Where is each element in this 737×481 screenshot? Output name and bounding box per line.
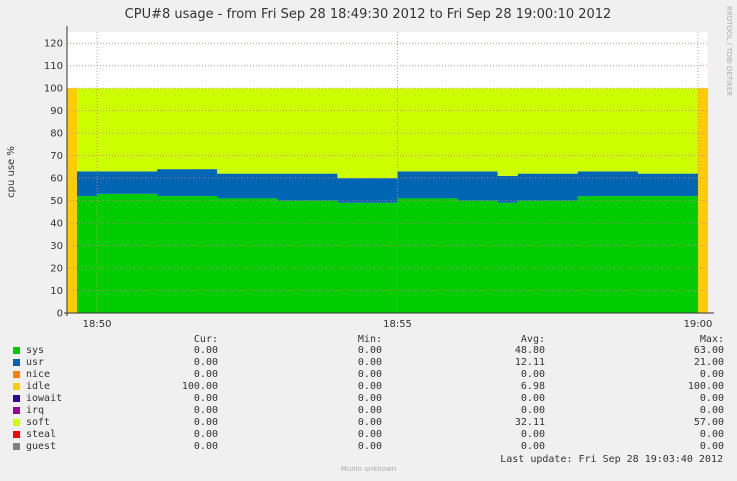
legend-value-max: 21.00	[693, 357, 724, 368]
legend-header-avg: Avg:	[520, 334, 545, 345]
y-tick-label: 20	[50, 264, 63, 275]
legend-value-min: 0.00	[357, 417, 382, 428]
y-axis-label: cpu use %	[6, 146, 17, 198]
y-tick-label: 90	[50, 106, 63, 117]
legend-header-cur: Cur:	[193, 334, 218, 345]
y-tick-label: 70	[50, 151, 63, 162]
legend-row-steal: steal 0.00 0.00 0.00 0.00	[0, 429, 737, 441]
legend-value-avg: 32.11	[514, 417, 545, 428]
legend-series-name: usr	[26, 357, 45, 368]
legend-value-avg: 0.00	[520, 393, 545, 404]
legend-swatch	[13, 407, 20, 414]
legend-value-avg: 48.80	[514, 345, 545, 356]
legend-value-min: 0.00	[357, 369, 382, 380]
y-tick-label: 60	[50, 174, 63, 185]
legend-value-max: 0.00	[699, 393, 724, 404]
legend-value-cur: 100.00	[181, 381, 218, 392]
y-tick-labels: 0 10 20 30 40 50 60 70 80 90 100 110 120	[44, 39, 63, 320]
legend-value-avg: 0.00	[520, 405, 545, 416]
area-usr	[67, 169, 708, 313]
y-tick-label: 120	[44, 39, 63, 50]
legend-value-avg: 0.00	[520, 441, 545, 452]
legend-value-cur: 0.00	[193, 369, 218, 380]
legend-row-sys: sys 0.00 0.00 48.80 63.00	[0, 345, 737, 357]
legend-value-avg: 0.00	[520, 429, 545, 440]
legend-header-min: Min:	[357, 334, 382, 345]
legend-value-min: 0.00	[357, 429, 382, 440]
legend-swatch	[13, 371, 20, 378]
legend-swatch	[13, 347, 20, 354]
legend-swatch	[13, 419, 20, 426]
legend-value-min: 0.00	[357, 357, 382, 368]
legend-row-usr: usr 0.00 0.00 12.11 21.00	[0, 357, 737, 369]
legend-value-avg: 6.98	[520, 381, 545, 392]
legend-value-avg: 0.00	[520, 369, 545, 380]
y-tick-label: 80	[50, 129, 63, 140]
legend-series-name: nice	[26, 369, 51, 380]
legend-series-name: guest	[26, 441, 57, 452]
legend-value-cur: 0.00	[193, 357, 218, 368]
legend-value-cur: 0.00	[193, 405, 218, 416]
y-tick-label: 40	[50, 219, 63, 230]
legend-value-cur: 0.00	[193, 393, 218, 404]
legend-series-name: irq	[26, 405, 45, 416]
y-tick-label: 100	[44, 84, 63, 95]
legend-value-min: 0.00	[357, 441, 382, 452]
legend-swatch	[13, 443, 20, 450]
legend-value-cur: 0.00	[193, 417, 218, 428]
chart-title: CPU#8 usage - from Fri Sep 28 18:49:30 2…	[125, 7, 612, 22]
y-tick-label: 50	[50, 196, 63, 207]
legend-value-min: 0.00	[357, 405, 382, 416]
x-tick-label: 18:55	[383, 319, 412, 330]
y-tick-label: 10	[50, 286, 63, 297]
legend-series-name: iowait	[26, 393, 63, 404]
legend-value-max: 0.00	[699, 429, 724, 440]
y-tick-label: 30	[50, 241, 63, 252]
x-tick-label: 19:00	[684, 319, 713, 330]
legend-swatch	[13, 359, 20, 366]
legend-header-max: Max:	[699, 334, 724, 345]
legend-row-guest: guest 0.00 0.00 0.00 0.00	[0, 441, 737, 453]
legend-swatch	[13, 383, 20, 390]
footer: Munin unknown	[340, 465, 397, 473]
legend-value-cur: 0.00	[193, 441, 218, 452]
legend-value-max: 0.00	[699, 369, 724, 380]
legend-value-cur: 0.00	[193, 345, 218, 356]
legend-row-nice: nice 0.00 0.00 0.00 0.00	[0, 369, 737, 381]
legend-row-soft: soft 0.00 0.00 32.11 57.00	[0, 417, 737, 429]
legend-value-avg: 12.11	[514, 357, 545, 368]
x-tick-labels: 18:50 18:55 19:00	[83, 319, 713, 330]
legend-value-min: 0.00	[357, 393, 382, 404]
legend-value-max: 0.00	[699, 405, 724, 416]
rrdtool-watermark: RRDTOOL / TOBI OETIKER	[725, 6, 733, 97]
legend-series-name: steal	[26, 429, 57, 440]
x-tick-label: 18:50	[83, 319, 112, 330]
legend-value-max: 0.00	[699, 441, 724, 452]
legend-series-name: idle	[26, 381, 51, 392]
legend-value-max: 63.00	[693, 345, 724, 356]
grid-lines	[67, 32, 708, 313]
legend-value-max: 100.00	[687, 381, 724, 392]
legend-swatch	[13, 431, 20, 438]
legend-value-min: 0.00	[357, 345, 382, 356]
legend-series-name: soft	[26, 417, 51, 428]
y-tick-label: 0	[57, 309, 63, 320]
axes	[64, 26, 714, 316]
legend-row-iowait: iowait 0.00 0.00 0.00 0.00	[0, 393, 737, 405]
legend-row-irq: irq 0.00 0.00 0.00 0.00	[0, 405, 737, 417]
area-sys	[67, 193, 708, 313]
y-tick-label: 110	[44, 61, 63, 72]
legend-row-idle: idle 100.00 0.00 6.98 100.00	[0, 381, 737, 393]
legend-value-min: 0.00	[357, 381, 382, 392]
legend-swatch	[13, 395, 20, 402]
last-update: Last update: Fri Sep 28 19:03:40 2012	[500, 454, 723, 465]
legend-value-cur: 0.00	[193, 429, 218, 440]
legend-value-max: 57.00	[693, 417, 724, 428]
legend-series-name: sys	[26, 345, 45, 356]
